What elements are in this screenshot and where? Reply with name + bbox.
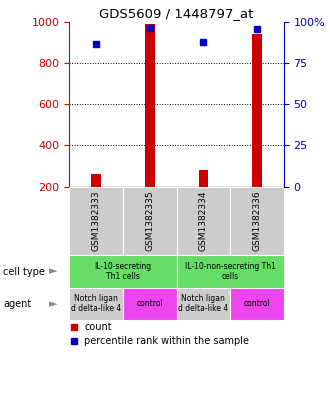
Bar	[199, 170, 208, 187]
Bar	[252, 34, 262, 187]
Bar	[230, 288, 284, 320]
Text: percentile rank within the sample: percentile rank within the sample	[84, 336, 249, 345]
Text: Notch ligan
d delta-like 4: Notch ligan d delta-like 4	[71, 294, 121, 314]
Bar	[69, 187, 123, 255]
Bar	[69, 288, 123, 320]
Text: cell type: cell type	[3, 266, 45, 277]
Text: IL-10-secreting
Th1 cells: IL-10-secreting Th1 cells	[94, 262, 151, 281]
Text: GSM1382334: GSM1382334	[199, 191, 208, 251]
Bar	[69, 255, 177, 288]
Bar	[123, 187, 177, 255]
Title: GDS5609 / 1448797_at: GDS5609 / 1448797_at	[99, 7, 254, 20]
Bar	[230, 187, 284, 255]
Text: IL-10-non-secreting Th1
cells: IL-10-non-secreting Th1 cells	[185, 262, 276, 281]
Text: ►: ►	[49, 266, 58, 277]
Bar	[177, 187, 230, 255]
Text: count: count	[84, 322, 112, 332]
Bar	[91, 174, 101, 187]
Text: GSM1382335: GSM1382335	[145, 191, 154, 252]
Bar	[123, 288, 177, 320]
Bar	[177, 288, 230, 320]
Text: agent: agent	[3, 299, 32, 309]
Text: Notch ligan
d delta-like 4: Notch ligan d delta-like 4	[178, 294, 228, 314]
Text: control: control	[244, 299, 270, 308]
Bar	[145, 24, 154, 187]
Text: GSM1382336: GSM1382336	[252, 191, 261, 252]
Text: ►: ►	[49, 299, 58, 309]
Text: GSM1382333: GSM1382333	[92, 191, 101, 252]
Text: control: control	[136, 299, 163, 308]
Bar	[177, 255, 284, 288]
